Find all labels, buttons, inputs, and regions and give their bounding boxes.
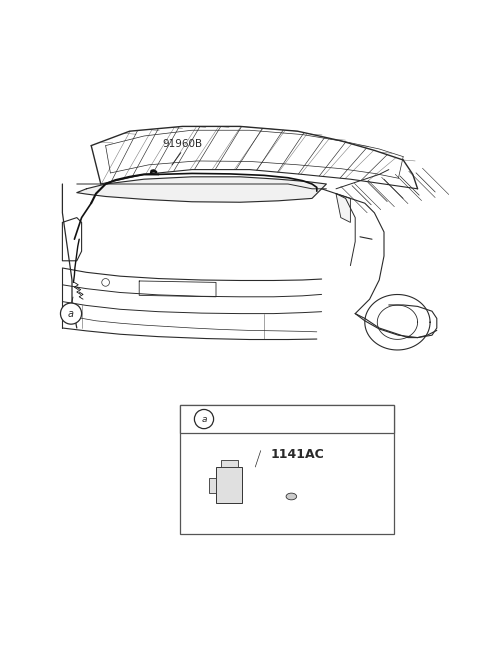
Text: a: a <box>68 308 74 319</box>
Bar <box>180 405 394 535</box>
Ellipse shape <box>286 493 297 500</box>
Bar <box>216 467 242 503</box>
Circle shape <box>102 279 109 286</box>
Circle shape <box>60 303 82 324</box>
Bar <box>209 478 216 493</box>
Bar <box>180 405 394 434</box>
Polygon shape <box>77 177 326 202</box>
Bar <box>221 460 238 467</box>
Text: a: a <box>201 415 207 424</box>
Text: 91960B: 91960B <box>162 139 203 149</box>
Text: 1141AC: 1141AC <box>271 447 324 461</box>
Circle shape <box>194 409 214 428</box>
Polygon shape <box>336 194 350 222</box>
